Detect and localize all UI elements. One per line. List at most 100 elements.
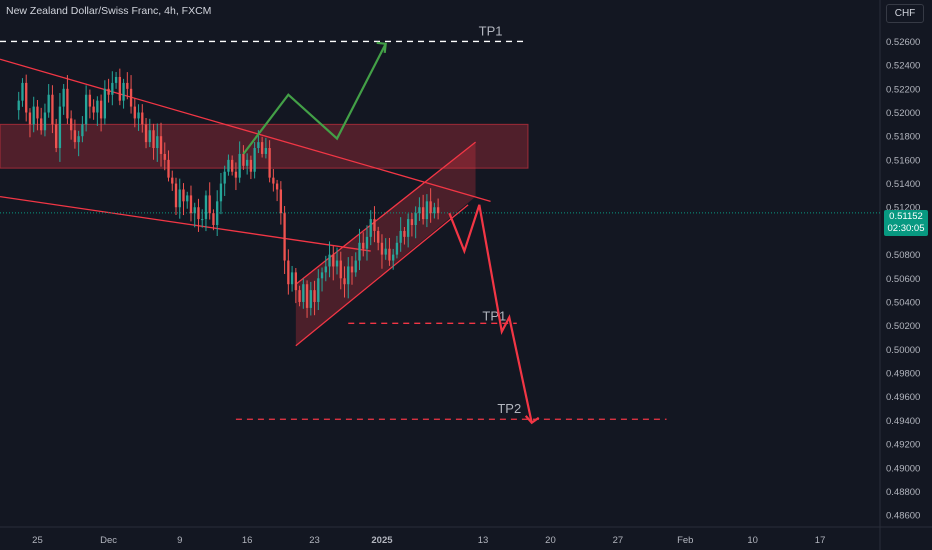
candle-body xyxy=(425,201,429,220)
candle-body xyxy=(410,219,414,226)
bullish-projection-path xyxy=(242,43,387,155)
candle-body xyxy=(111,82,114,95)
y-tick-label: 0.51600 xyxy=(886,155,920,166)
candle-body xyxy=(28,112,32,125)
candle-body xyxy=(144,124,148,143)
candle-body xyxy=(399,230,402,243)
x-tick-label: 9 xyxy=(177,535,182,546)
y-tick-label: 0.52200 xyxy=(886,84,920,95)
candle-body xyxy=(114,76,118,83)
y-tick-label: 0.49800 xyxy=(886,369,920,380)
candle-body xyxy=(414,213,417,226)
candle-body xyxy=(421,207,425,220)
candle-body xyxy=(171,177,174,184)
candle-body xyxy=(362,242,365,249)
candle-body xyxy=(287,260,290,285)
x-tick-label: 16 xyxy=(242,535,253,546)
candle-body xyxy=(99,100,103,119)
candle-body xyxy=(81,124,84,137)
y-tick-label: 0.52400 xyxy=(886,61,920,72)
y-tick-label: 0.49600 xyxy=(886,392,920,403)
candle-body xyxy=(257,142,260,149)
candle-body xyxy=(122,82,125,101)
candle-body xyxy=(197,207,200,220)
y-tick-label: 0.52000 xyxy=(886,108,920,119)
candle-body xyxy=(107,88,110,95)
x-tick-label: 10 xyxy=(747,535,758,546)
candle-body xyxy=(264,148,268,154)
candle-body xyxy=(335,260,339,267)
candle-body xyxy=(358,242,361,261)
y-tick-label: 0.51800 xyxy=(886,132,920,143)
candle-body xyxy=(36,106,39,119)
candle-body xyxy=(92,106,95,113)
candle-body xyxy=(347,266,350,285)
candle-body xyxy=(182,189,185,202)
lower-trendline xyxy=(0,195,371,252)
candle-body xyxy=(103,88,107,119)
candle-body xyxy=(380,242,384,255)
candle-body xyxy=(268,148,271,178)
currency-button[interactable]: CHF xyxy=(886,4,924,23)
x-tick-label: 27 xyxy=(613,535,624,546)
y-tick-label: 0.48800 xyxy=(886,487,920,498)
candle-body xyxy=(275,183,279,190)
target-level-label: TP1 xyxy=(482,308,506,323)
candle-body xyxy=(152,130,155,149)
candle-body xyxy=(369,219,372,237)
x-tick-label: Dec xyxy=(100,535,117,546)
candle-body xyxy=(58,106,62,149)
candle-body xyxy=(317,278,320,302)
candle-body xyxy=(433,207,436,214)
candle-body xyxy=(40,118,43,131)
x-tick-label: Feb xyxy=(677,535,693,546)
candle-body xyxy=(189,195,193,214)
candle-body xyxy=(294,272,297,291)
candle-body xyxy=(283,213,286,261)
candle-body xyxy=(302,284,305,302)
candle-body xyxy=(77,136,80,143)
candle-body xyxy=(290,272,294,285)
candle-body xyxy=(339,260,342,279)
candle-body xyxy=(96,100,99,113)
candle-body xyxy=(234,171,238,178)
candle-body xyxy=(298,290,301,302)
candle-body xyxy=(186,195,189,202)
target-level-label: TP1 xyxy=(479,23,503,38)
y-tick-label: 0.49000 xyxy=(886,463,920,474)
candle-body xyxy=(377,230,380,243)
candle-body xyxy=(238,153,241,178)
x-tick-label: 25 xyxy=(32,535,43,546)
candle-body xyxy=(118,76,121,101)
candle-body xyxy=(272,177,275,184)
resistance-zone xyxy=(0,123,529,169)
candle-body xyxy=(159,136,163,154)
candle-body xyxy=(384,248,387,255)
candle-body xyxy=(365,236,369,249)
candle-body xyxy=(84,94,88,125)
candle-body xyxy=(418,207,421,214)
candle-body xyxy=(245,159,249,166)
y-tick-label: 0.49200 xyxy=(886,440,920,451)
x-tick-label: 17 xyxy=(815,535,826,546)
y-tick-label: 0.51400 xyxy=(886,179,920,190)
candle-body xyxy=(193,207,196,214)
candle-body xyxy=(260,142,264,154)
target-level-label: TP2 xyxy=(497,401,521,416)
y-tick-label: 0.50600 xyxy=(886,274,920,285)
candle-body xyxy=(156,136,159,149)
candle-body xyxy=(313,290,316,302)
candle-body xyxy=(388,248,391,261)
candle-body xyxy=(148,130,151,143)
candle-body xyxy=(242,153,245,166)
candle-body xyxy=(141,112,144,125)
candle-body xyxy=(395,242,399,255)
candle-body xyxy=(201,219,204,221)
y-tick-label: 0.52600 xyxy=(886,37,920,48)
symbol-title: New Zealand Dollar/Swiss Franc, 4h, FXCM xyxy=(6,5,212,17)
x-tick-label: 2025 xyxy=(371,535,393,546)
candle-body xyxy=(47,94,50,113)
candle-body xyxy=(17,100,20,111)
